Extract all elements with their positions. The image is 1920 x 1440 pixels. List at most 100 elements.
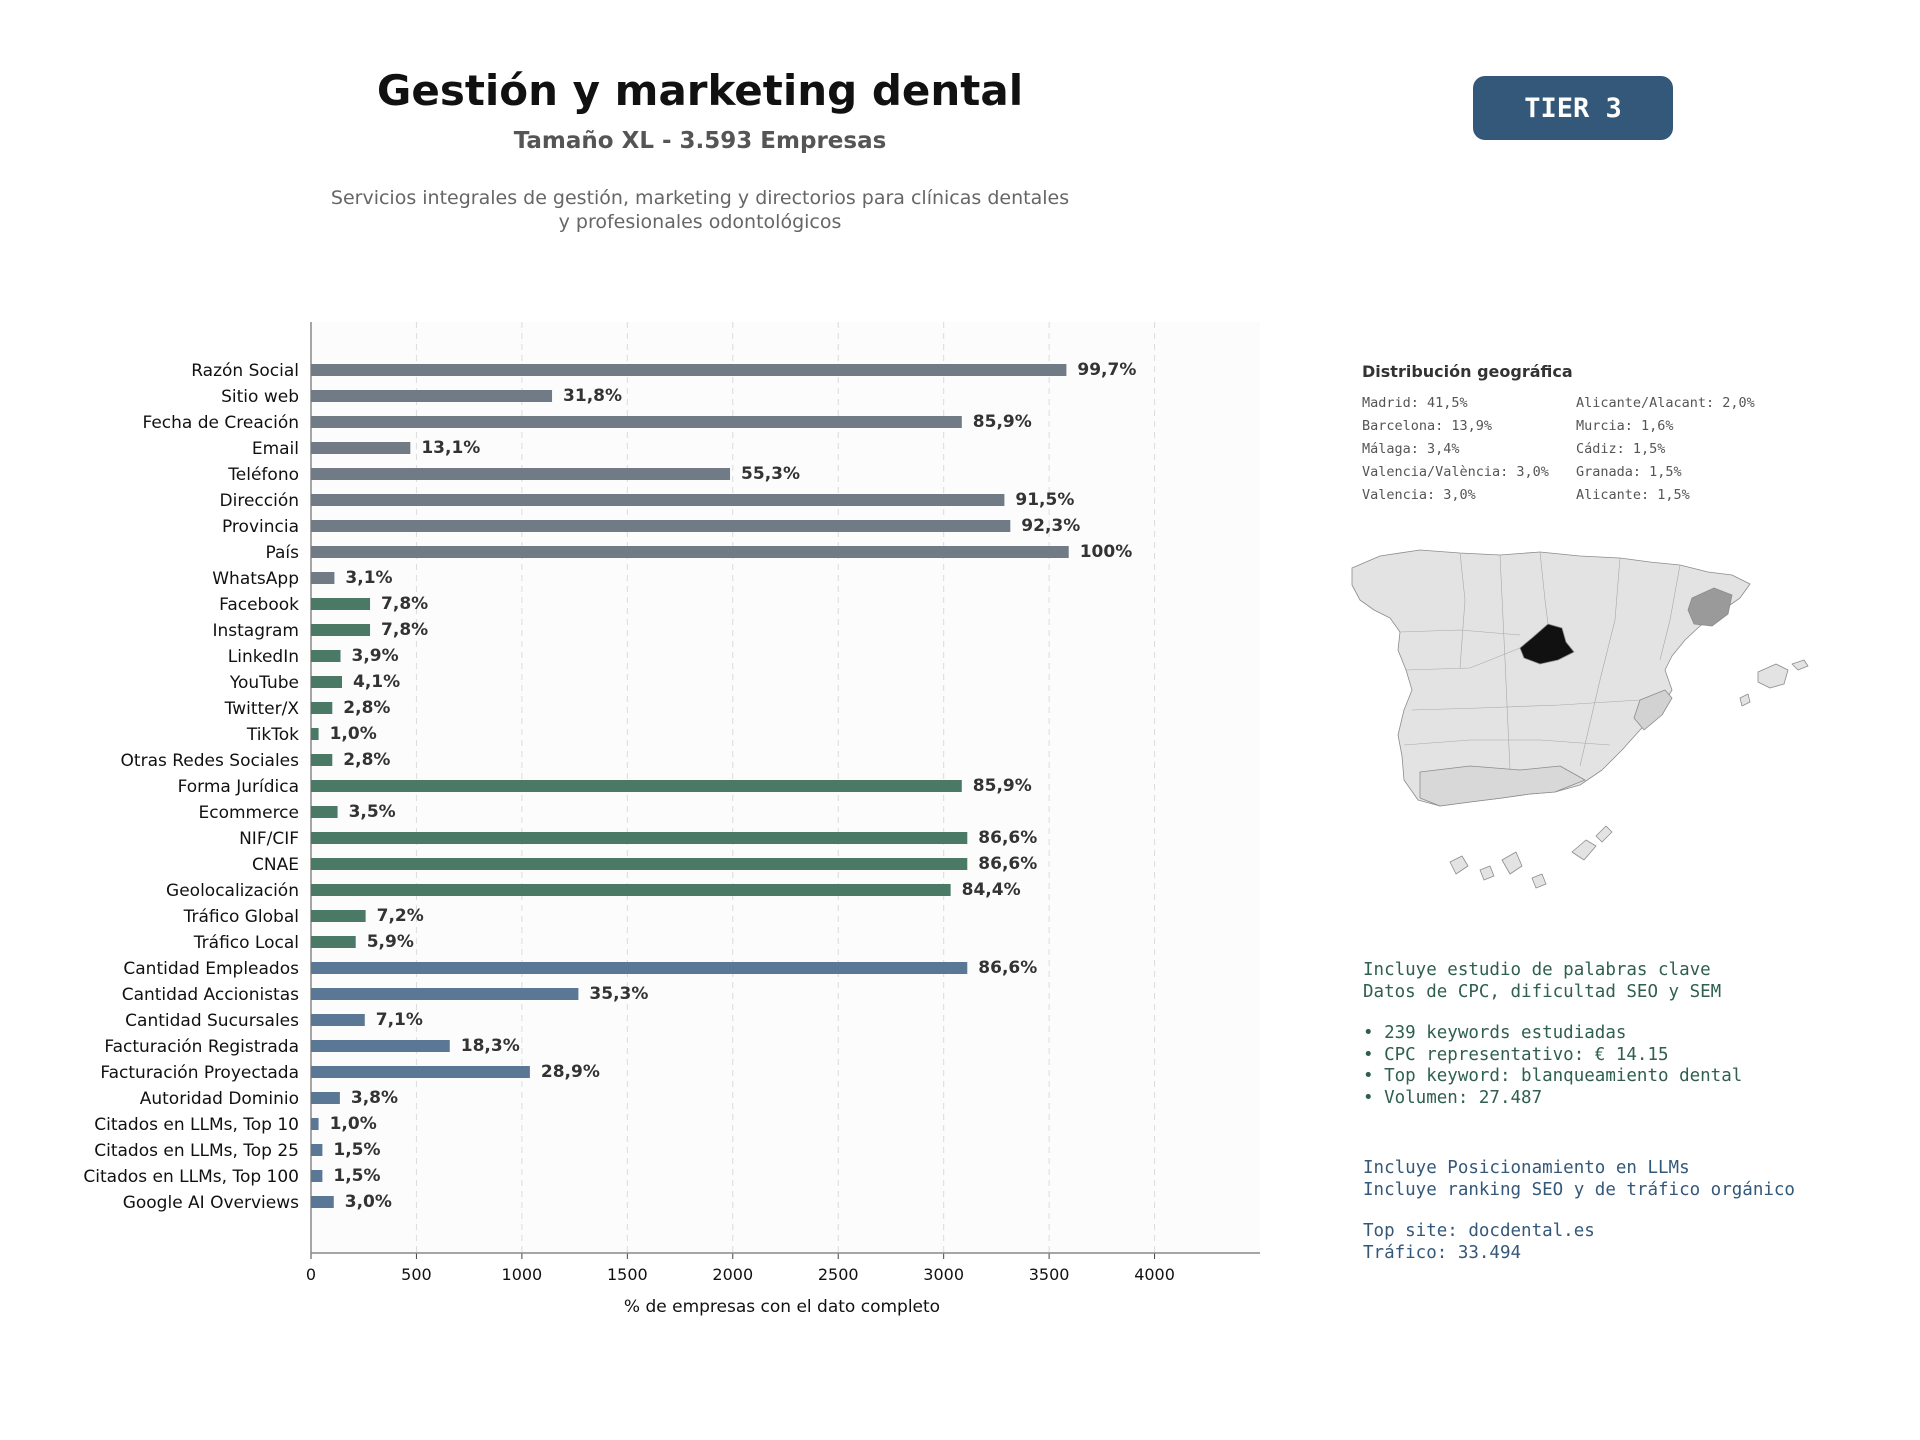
bar [311, 572, 335, 584]
x-tick-label: 500 [401, 1265, 432, 1284]
keywords-bullet-cpc: • CPC representativo: € 14.15 [1363, 1044, 1669, 1065]
bar-value-label: 3,1% [345, 568, 392, 588]
llm-line-2: Incluye ranking SEO y de tráfico orgánic… [1363, 1179, 1795, 1200]
category-label: Tráfico Local [193, 933, 299, 953]
keywords-bullet-volume: • Volumen: 27.487 [1363, 1087, 1543, 1108]
map-island-canarias-6 [1595, 825, 1613, 843]
geo-item: Málaga: 3,4% [1362, 441, 1460, 457]
bar-value-label: 91,5% [1015, 490, 1074, 510]
keywords-block: Incluye estudio de palabras clave Datos … [1363, 960, 1883, 1109]
bar-value-label: 99,7% [1077, 360, 1136, 380]
category-label: Fecha de Creación [142, 413, 299, 433]
bar-value-label: 7,2% [377, 906, 424, 926]
map-region-barcelona [1687, 587, 1733, 627]
category-label: LinkedIn [228, 647, 299, 667]
bar-value-label: 35,3% [589, 984, 648, 1004]
category-label: Tráfico Global [183, 907, 299, 927]
geo-distribution: Distribución geográfica Madrid: 41,5% Ali… [1362, 362, 1882, 503]
bar-value-label: 7,8% [381, 594, 428, 614]
geo-item: Barcelona: 13,9% [1362, 418, 1493, 434]
category-label: Teléfono [227, 465, 299, 485]
bar-value-label: 1,5% [333, 1140, 380, 1160]
geo-item: Madrid: 41,5% [1362, 395, 1468, 411]
bar [311, 858, 968, 870]
category-label: Provincia [222, 517, 299, 537]
bar [311, 598, 371, 610]
page-description: Servicios integrales de gestión, marketi… [330, 187, 1070, 233]
bar [311, 780, 962, 792]
bar [311, 390, 553, 402]
x-tick-label: 2500 [818, 1265, 859, 1284]
bar-value-label: 92,3% [1021, 516, 1080, 536]
category-label: Citados en LLMs, Top 100 [83, 1167, 299, 1187]
category-label: Cantidad Accionistas [122, 985, 299, 1005]
keywords-bullet-top: • Top keyword: blanqueamiento dental [1363, 1066, 1743, 1086]
category-label: TikTok [246, 725, 299, 745]
bar [311, 468, 731, 480]
bar-value-label: 3,9% [352, 646, 399, 666]
x-tick-label: 0 [306, 1265, 316, 1284]
category-label: Google AI Overviews [123, 1193, 299, 1213]
bar [311, 416, 962, 428]
bar-value-label: 3,0% [345, 1192, 392, 1212]
category-label: País [266, 543, 300, 563]
bar [311, 442, 411, 454]
category-label: Citados en LLMs, Top 25 [94, 1141, 299, 1161]
bar-value-label: 3,5% [349, 802, 396, 822]
bar [311, 650, 341, 662]
bar-value-label: 28,9% [541, 1062, 600, 1082]
x-tick-label: 4000 [1134, 1265, 1175, 1284]
keywords-bullet-count: • 239 keywords estudiadas [1363, 1023, 1627, 1043]
bar-value-label: 4,1% [353, 672, 400, 692]
category-label: Facturación Proyectada [100, 1063, 299, 1083]
map-region-madrid [1519, 623, 1575, 665]
bar [311, 1170, 323, 1182]
bar-value-label: 100% [1080, 542, 1133, 562]
map-island-menorca [1791, 659, 1809, 671]
map-island-canarias-5 [1571, 839, 1597, 861]
map-island-canarias-1 [1449, 855, 1469, 875]
x-axis-label: % de empresas con el dato completo [624, 1297, 940, 1317]
spain-map [1351, 549, 1809, 889]
category-label: YouTube [229, 673, 299, 693]
bar-value-label: 18,3% [461, 1036, 520, 1056]
map-island-canarias-2 [1479, 865, 1495, 881]
keywords-line-1: Incluye estudio de palabras clave [1363, 960, 1711, 980]
bar [311, 936, 356, 948]
map-island-mallorca [1757, 663, 1789, 689]
bar [311, 832, 968, 844]
bar-value-label: 7,1% [376, 1010, 423, 1030]
category-label: Geolocalización [166, 881, 299, 901]
completeness-bar-chart: 0 500 1000 1500 2000 2500 3000 3500 4000 Razón So… [83, 322, 1260, 1317]
category-label: Instagram [213, 621, 300, 641]
bar [311, 1118, 319, 1130]
bar [311, 962, 968, 974]
x-tick-label: 3000 [923, 1265, 964, 1284]
bar [311, 364, 1067, 376]
bar-value-label: 13,1% [421, 438, 480, 458]
tier-badge: TIER 3 [1473, 76, 1673, 140]
bar [311, 546, 1069, 558]
bar [311, 702, 333, 714]
map-region-valencia [1633, 689, 1673, 731]
bar-value-label: 31,8% [563, 386, 622, 406]
bar [311, 520, 1011, 532]
x-tick-label: 1500 [607, 1265, 648, 1284]
bar [311, 1144, 323, 1156]
bar-value-label: 5,9% [367, 932, 414, 952]
category-label: WhatsApp [212, 569, 299, 589]
x-tick-label: 2000 [712, 1265, 753, 1284]
page-subtitle: Tamaño XL - 3.593 Empresas [513, 128, 887, 154]
bar [311, 1066, 530, 1078]
bar-value-label: 86,6% [978, 958, 1037, 978]
category-label: NIF/CIF [239, 829, 299, 849]
category-label: Facebook [219, 595, 299, 615]
category-label: Citados en LLMs, Top 10 [94, 1115, 299, 1135]
category-label: CNAE [252, 855, 299, 875]
category-label: Dirección [220, 491, 299, 511]
bar-value-label: 1,5% [333, 1166, 380, 1186]
bar-value-label: 1,0% [330, 1114, 377, 1134]
bar [311, 1196, 334, 1208]
llm-traffic: Tráfico: 33.494 [1363, 1242, 1522, 1263]
category-label: Twitter/X [224, 699, 300, 719]
